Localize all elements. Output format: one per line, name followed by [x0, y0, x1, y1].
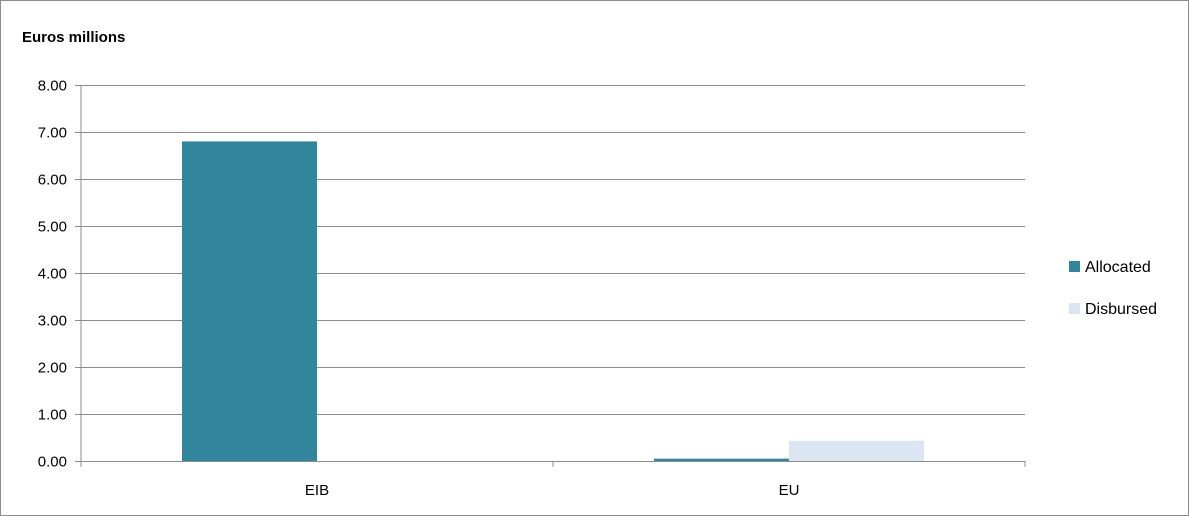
y-tick-label: 6.00 [38, 172, 67, 189]
y-tick-label: 5.00 [38, 219, 67, 236]
y-tick-label: 8.00 [38, 78, 67, 95]
legend-swatch-disbursed [1069, 303, 1080, 314]
y-tick-label: 4.00 [38, 266, 67, 283]
y-tick-label: 3.00 [38, 313, 67, 330]
y-tick-label: 1.00 [38, 407, 67, 424]
bars [182, 141, 924, 461]
y-tick-label: 0.00 [38, 454, 67, 471]
legend-label-disbursed: Disbursed [1085, 301, 1157, 318]
y-tick-label: 2.00 [38, 360, 67, 377]
x-tick-label: EIB [305, 482, 329, 499]
legend-swatch-allocated [1069, 261, 1080, 272]
legend-label-allocated: Allocated [1085, 259, 1151, 276]
legend: Allocated Disbursed [1069, 259, 1157, 318]
y-axis-title: Euros millions [22, 29, 125, 46]
bar-allocated-eu [654, 458, 789, 461]
bar-disbursed-eu [789, 440, 924, 461]
x-axis-ticks: EIB EU [80, 461, 1026, 499]
x-tick-label: EU [779, 482, 800, 499]
bar-allocated-eib [182, 141, 317, 461]
y-axis-ticks: 0.00 1.00 2.00 3.00 4.00 5.00 6.00 7.00 8.00 [38, 78, 67, 471]
y-tick-label: 7.00 [38, 125, 67, 142]
